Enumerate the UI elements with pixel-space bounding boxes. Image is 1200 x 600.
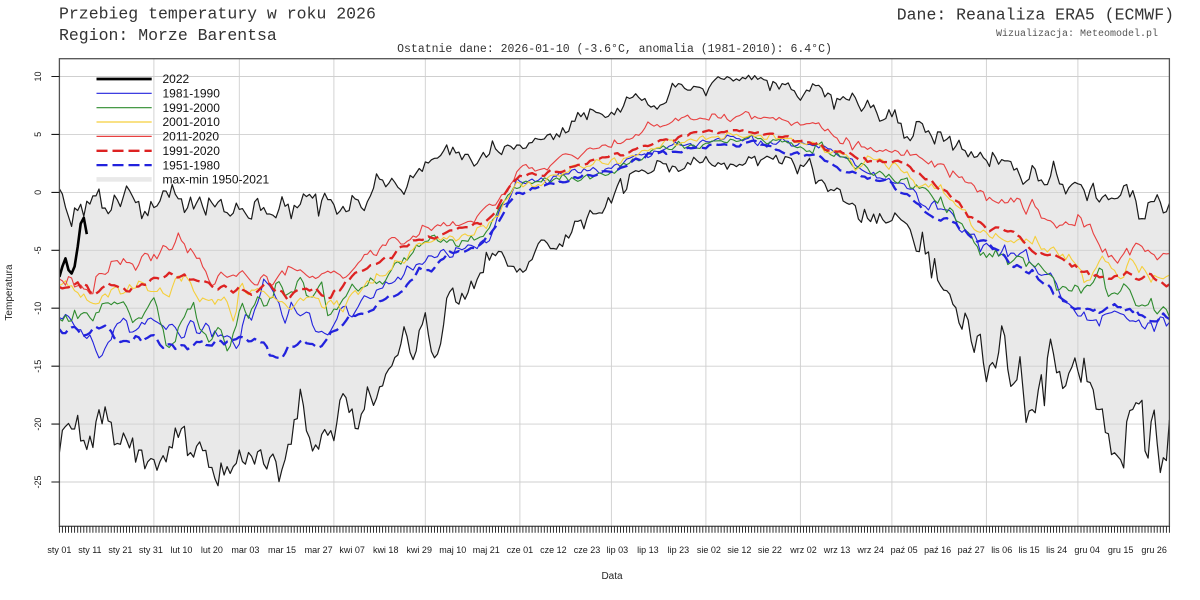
svg-text:10: 10 xyxy=(33,71,43,81)
svg-text:kwi 07: kwi 07 xyxy=(339,545,365,555)
svg-text:1981-1990: 1981-1990 xyxy=(163,87,221,101)
svg-text:-20: -20 xyxy=(33,418,43,431)
svg-text:lip 13: lip 13 xyxy=(637,545,659,555)
svg-text:gru 15: gru 15 xyxy=(1108,545,1134,555)
svg-text:Data: Data xyxy=(601,571,623,582)
svg-text:mar 15: mar 15 xyxy=(268,545,296,555)
svg-text:kwi 29: kwi 29 xyxy=(406,545,432,555)
svg-text:lut 20: lut 20 xyxy=(201,545,223,555)
svg-text:wrz 24: wrz 24 xyxy=(856,545,884,555)
svg-text:lut 10: lut 10 xyxy=(170,545,192,555)
svg-text:sty 01: sty 01 xyxy=(47,545,71,555)
svg-text:sty 21: sty 21 xyxy=(108,545,132,555)
svg-text:2022: 2022 xyxy=(163,72,190,86)
svg-text:lip 03: lip 03 xyxy=(607,545,629,555)
svg-text:Przebieg temperatury w roku 20: Przebieg temperatury w roku 2026 xyxy=(59,5,376,24)
svg-text:Temperatura: Temperatura xyxy=(4,264,15,321)
svg-text:cze 23: cze 23 xyxy=(574,545,601,555)
svg-text:lis 15: lis 15 xyxy=(1019,545,1040,555)
svg-text:1951-1980: 1951-1980 xyxy=(163,158,221,172)
svg-text:cze 01: cze 01 xyxy=(507,545,534,555)
svg-text:sty 31: sty 31 xyxy=(139,545,163,555)
svg-text:2011-2020: 2011-2020 xyxy=(163,130,220,144)
svg-text:1991-2000: 1991-2000 xyxy=(163,101,221,115)
svg-text:-10: -10 xyxy=(33,302,43,315)
svg-text:mar 03: mar 03 xyxy=(231,545,259,555)
svg-text:lis 24: lis 24 xyxy=(1046,545,1067,555)
svg-text:sie 12: sie 12 xyxy=(727,545,751,555)
svg-text:gru 04: gru 04 xyxy=(1074,545,1100,555)
svg-text:sie 22: sie 22 xyxy=(758,545,782,555)
svg-text:sie 02: sie 02 xyxy=(697,545,721,555)
svg-text:lip 23: lip 23 xyxy=(668,545,690,555)
svg-text:paź 05: paź 05 xyxy=(891,545,918,555)
svg-text:-15: -15 xyxy=(33,360,43,373)
svg-text:0: 0 xyxy=(33,190,43,195)
svg-text:kwi 18: kwi 18 xyxy=(373,545,399,555)
svg-text:maj 10: maj 10 xyxy=(439,545,466,555)
svg-text:paź 16: paź 16 xyxy=(924,545,951,555)
svg-text:-5: -5 xyxy=(33,246,43,254)
svg-text:Wizualizacja: Meteomodel.pl: Wizualizacja: Meteomodel.pl xyxy=(996,28,1158,40)
svg-text:max-min 1950-2021: max-min 1950-2021 xyxy=(163,173,270,187)
svg-text:Ostatnie dane: 2026-01-10 (-3.: Ostatnie dane: 2026-01-10 (-3.6°C, anoma… xyxy=(397,43,832,56)
svg-text:gru 26: gru 26 xyxy=(1141,545,1167,555)
svg-text:1991-2020: 1991-2020 xyxy=(163,144,221,158)
svg-text:Dane: Reanaliza ERA5 (ECMWF): Dane: Reanaliza ERA5 (ECMWF) xyxy=(897,5,1174,24)
svg-text:-25: -25 xyxy=(33,475,43,488)
svg-text:wrz 02: wrz 02 xyxy=(789,545,817,555)
svg-text:wrz 13: wrz 13 xyxy=(823,545,851,555)
svg-text:paź 27: paź 27 xyxy=(958,545,985,555)
svg-text:5: 5 xyxy=(33,132,43,137)
svg-text:cze 12: cze 12 xyxy=(540,545,567,555)
svg-text:maj 21: maj 21 xyxy=(473,545,500,555)
svg-text:Region: Morze Barentsa: Region: Morze Barentsa xyxy=(59,26,277,45)
svg-text:2001-2010: 2001-2010 xyxy=(163,115,221,129)
svg-text:lis 06: lis 06 xyxy=(991,545,1012,555)
svg-text:mar 27: mar 27 xyxy=(305,545,333,555)
svg-text:sty 11: sty 11 xyxy=(78,545,101,555)
